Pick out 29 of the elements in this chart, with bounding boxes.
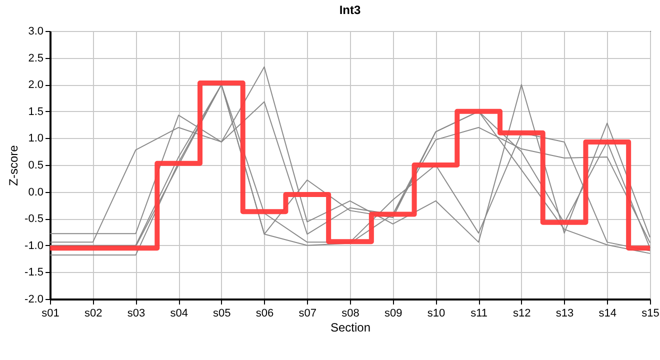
x-tick-label: s05 — [213, 308, 231, 320]
x-tick-label: s01 — [42, 308, 60, 320]
x-tick-label: s02 — [84, 308, 102, 320]
y-tick-label: 3.0 — [28, 26, 44, 38]
x-tick-label: s10 — [427, 308, 446, 320]
y-tick-label: -0.5 — [24, 213, 44, 226]
x-tick-label: s11 — [470, 308, 488, 320]
y-tick-label: -2.0 — [24, 294, 44, 306]
x-tick-label: s09 — [384, 308, 402, 320]
x-tick-label: s03 — [127, 308, 146, 320]
y-tick-label: 2.0 — [28, 79, 44, 92]
y-tick-label: 0.5 — [28, 160, 44, 172]
x-axis-title: Section — [330, 320, 371, 334]
y-tick-label: 0.0 — [28, 186, 44, 198]
x-tick-label: s04 — [170, 308, 188, 320]
x-tick-label: s06 — [256, 308, 274, 320]
x-tick-label: s15 — [642, 308, 660, 320]
x-tick-label: s07 — [298, 308, 317, 320]
x-tick-label: s08 — [342, 308, 360, 320]
y-tick-label: 1.0 — [28, 132, 44, 145]
x-tick-label: s13 — [556, 308, 574, 320]
x-tick-label: s14 — [598, 308, 617, 320]
y-tick-label: -1.0 — [24, 240, 44, 252]
y-tick-label: 2.5 — [28, 52, 44, 64]
y-axis-title: Z-score — [6, 144, 21, 186]
x-tick-label: s12 — [513, 308, 531, 320]
y-tick-label: 1.5 — [28, 106, 44, 118]
y-tick-label: -1.5 — [24, 266, 44, 279]
chart-title: Int3 — [339, 3, 361, 17]
